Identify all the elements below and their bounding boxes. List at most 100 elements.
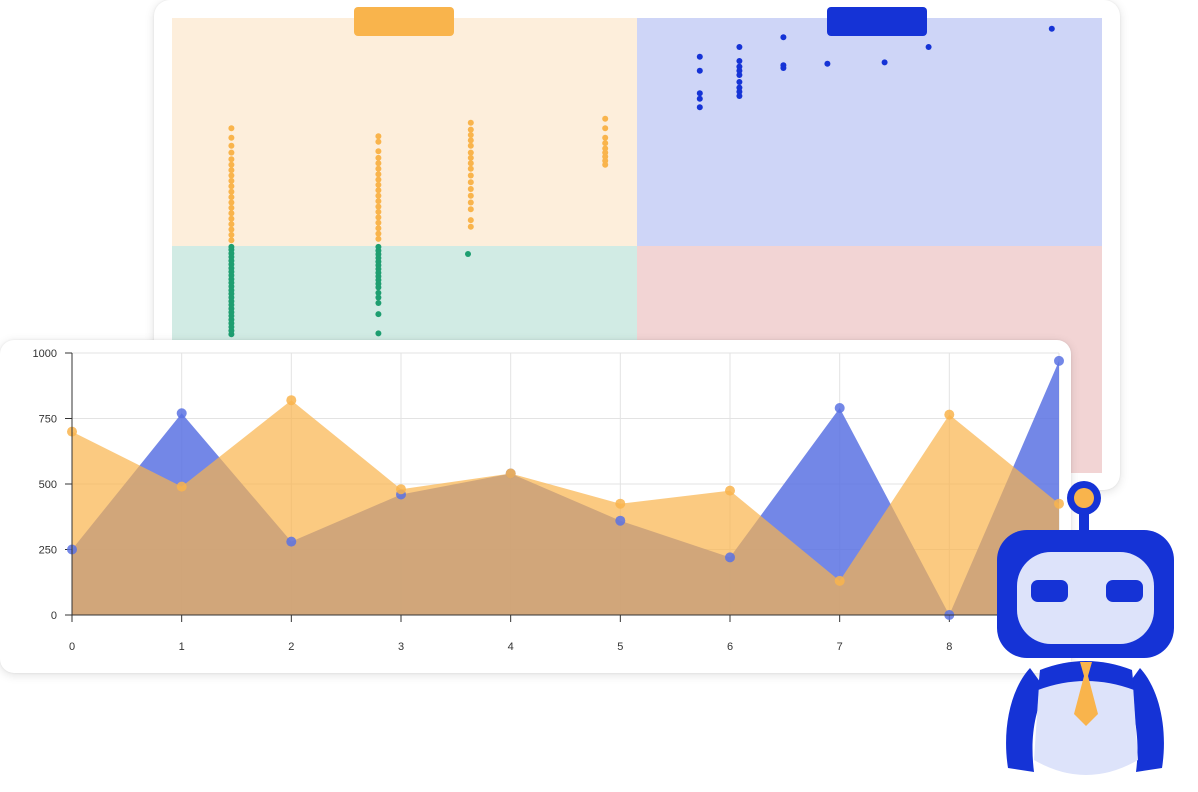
scatter-point xyxy=(736,72,743,78)
scatter-point xyxy=(375,187,382,194)
scatter-point xyxy=(228,149,235,156)
scatter-point xyxy=(467,119,474,126)
area-point-orange xyxy=(944,409,955,420)
quadrant-top-right xyxy=(637,18,1102,246)
scatter-point xyxy=(467,132,474,138)
scatter-point xyxy=(467,199,474,206)
x-tick-label: 7 xyxy=(837,641,843,653)
scatter-point xyxy=(375,148,382,155)
area-point-orange xyxy=(176,481,187,492)
scatter-point xyxy=(228,183,235,190)
scatter-point xyxy=(602,115,609,122)
scatter-point xyxy=(375,330,382,337)
scatter-point xyxy=(375,198,382,205)
y-tick-label: 500 xyxy=(39,479,57,491)
scatter-point xyxy=(228,237,235,244)
scatter-point xyxy=(375,138,382,145)
scatter-point xyxy=(228,331,235,338)
scatter-point xyxy=(228,172,235,179)
scatter-point xyxy=(228,199,235,206)
legend-swatch-orange xyxy=(354,7,454,36)
area-point-blue xyxy=(725,552,735,563)
robot-tie xyxy=(1074,662,1098,726)
scatter-point xyxy=(925,44,932,50)
scatter-point xyxy=(467,142,474,149)
scatter-point xyxy=(375,154,382,161)
area-point-blue xyxy=(286,536,297,547)
scatter-point xyxy=(736,67,743,74)
area-point-blue xyxy=(834,403,845,413)
scatter-point xyxy=(228,210,235,217)
scatter-point xyxy=(467,126,474,133)
y-tick-label: 1000 xyxy=(33,348,57,360)
scatter-point xyxy=(467,179,474,186)
area-point-orange xyxy=(725,485,735,496)
scatter-point xyxy=(375,176,382,183)
scatter-point xyxy=(467,223,474,230)
scatter-point xyxy=(375,294,382,301)
robot-antenna-stem xyxy=(1079,508,1089,536)
area-point-orange xyxy=(396,484,406,495)
scatter-point xyxy=(375,289,382,296)
scatter-point xyxy=(228,177,235,184)
scatter-point xyxy=(228,188,235,195)
scatter-point xyxy=(881,59,888,66)
legend-swatch-blue xyxy=(827,7,927,36)
x-tick-label: 2 xyxy=(288,641,294,653)
y-tick-label: 750 xyxy=(39,414,57,426)
scatter-point xyxy=(228,156,235,163)
scatter-point xyxy=(375,235,382,242)
scatter-point xyxy=(375,181,382,188)
area-point-blue xyxy=(1054,355,1064,366)
robot-right-eye xyxy=(1106,580,1143,602)
scatter-point xyxy=(375,225,382,232)
scatter-point xyxy=(696,95,703,102)
scatter-point xyxy=(602,161,609,168)
scatter-point xyxy=(736,93,743,99)
quadrant-top-left xyxy=(172,18,637,246)
scatter-point xyxy=(780,34,787,41)
scatter-point xyxy=(696,53,703,60)
x-tick-label: 4 xyxy=(508,641,514,653)
x-tick-label: 9 xyxy=(1056,641,1062,653)
scatter-point xyxy=(467,186,474,192)
area-point-orange xyxy=(615,498,626,509)
scatter-point xyxy=(228,125,235,132)
scatter-point xyxy=(375,203,382,210)
scatter-point xyxy=(602,134,609,141)
scatter-point xyxy=(696,67,703,74)
scatter-point xyxy=(228,194,235,201)
scatter-point xyxy=(375,192,382,199)
area-point-orange xyxy=(834,575,845,586)
scatter-point xyxy=(736,63,743,70)
scatter-point xyxy=(467,192,474,199)
scatter-point xyxy=(467,172,474,179)
x-tick-label: 0 xyxy=(69,641,75,653)
area-point-blue xyxy=(615,515,626,526)
scatter-point xyxy=(228,134,235,141)
x-tick-label: 3 xyxy=(398,641,404,653)
scatter-point xyxy=(736,88,743,95)
scatter-point xyxy=(375,219,382,226)
scatter-point xyxy=(228,167,235,174)
scatter-point xyxy=(736,44,743,50)
scatter-point xyxy=(467,217,474,224)
scatter-point xyxy=(467,165,474,172)
scatter-point xyxy=(228,231,235,238)
scatter-point xyxy=(696,90,703,97)
scatter-point xyxy=(467,154,474,161)
scatter-point xyxy=(736,58,743,64)
scatter-point xyxy=(736,79,743,85)
scatter-point xyxy=(467,160,474,167)
scatter-point xyxy=(602,140,609,147)
y-tick-label: 250 xyxy=(39,545,57,557)
area-point-orange xyxy=(286,395,297,406)
area-series-orange xyxy=(72,400,1059,615)
scatter-point xyxy=(375,133,382,140)
scatter-point xyxy=(228,215,235,222)
scatter-point xyxy=(375,160,382,167)
area-chart: 0 250 500 750 1000 0 1 2 3 4 5 6 7 8 9 xyxy=(33,348,1064,653)
scatter-point xyxy=(228,226,235,233)
scatter-point xyxy=(467,137,474,144)
scatter-point xyxy=(602,153,609,160)
